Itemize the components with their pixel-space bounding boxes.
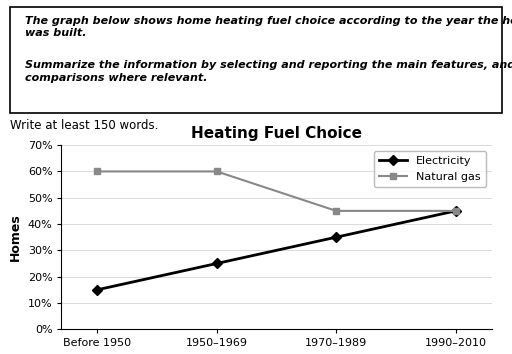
Natural gas [453,209,459,213]
Natural gas [333,209,339,213]
Legend: Electricity, Natural gas: Electricity, Natural gas [374,151,486,187]
Text: The graph below shows home heating fuel choice according to the year the house
w: The graph below shows home heating fuel … [25,16,512,38]
Text: Summarize the information by selecting and reporting the main features, and make: Summarize the information by selecting a… [25,60,512,82]
Electricity [453,209,459,213]
Natural gas [214,169,220,173]
Line: Natural gas: Natural gas [94,168,459,215]
FancyBboxPatch shape [10,7,502,113]
Natural gas [94,169,100,173]
Line: Electricity: Electricity [94,207,459,293]
Electricity [94,288,100,292]
Electricity [333,235,339,239]
Electricity [214,261,220,266]
Y-axis label: Homes: Homes [9,213,22,261]
Text: Write at least 150 words.: Write at least 150 words. [10,119,159,132]
Title: Heating Fuel Choice: Heating Fuel Choice [191,126,362,141]
